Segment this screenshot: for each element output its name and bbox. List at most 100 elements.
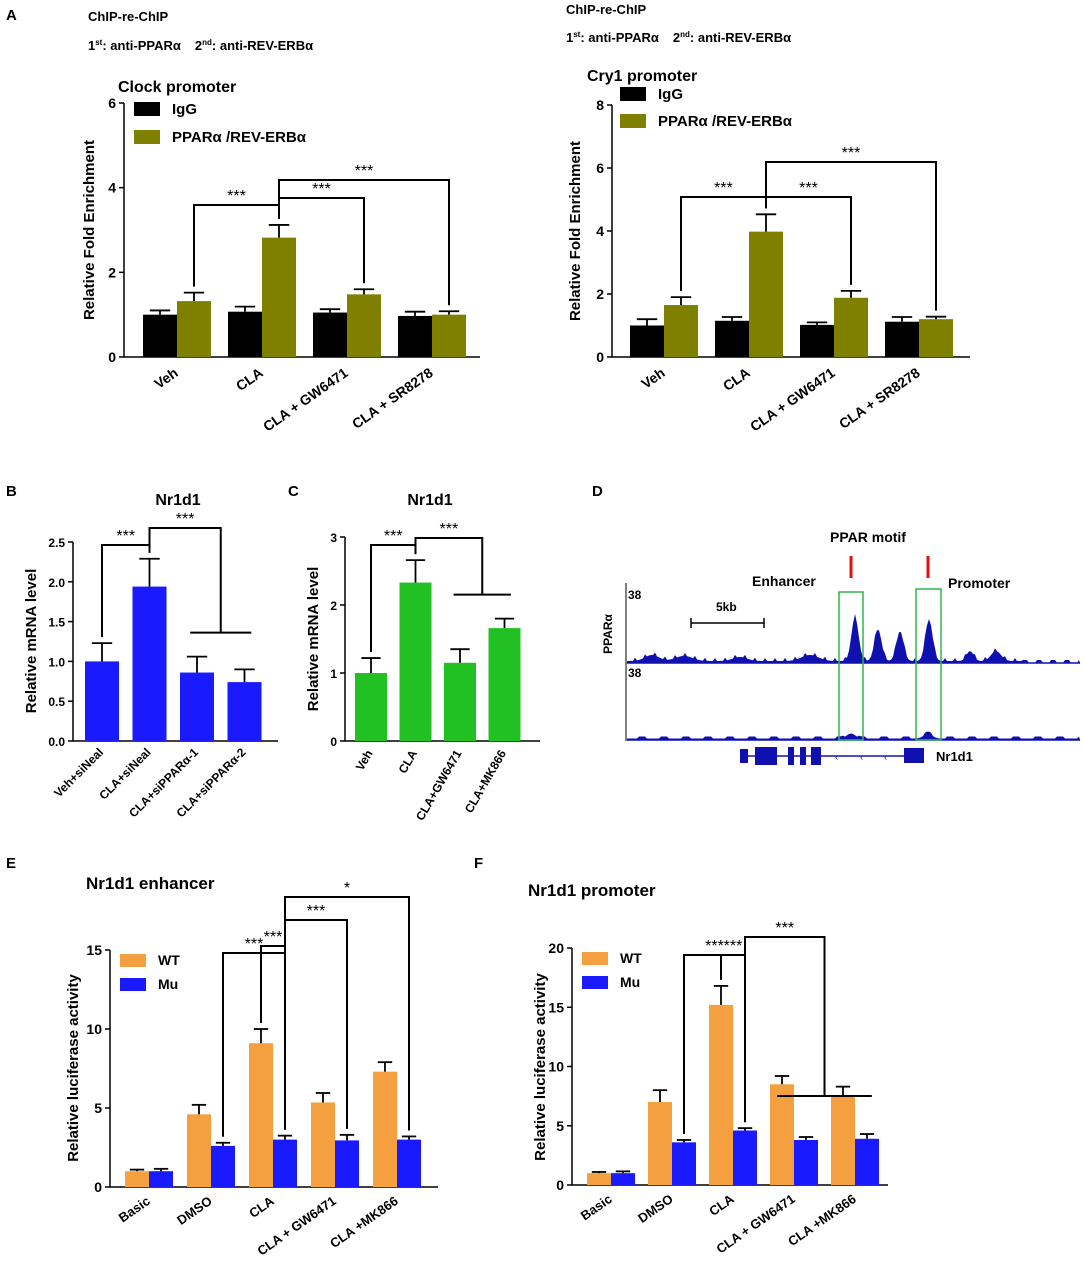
x-tick-label: CLA + GW6471 [260, 364, 351, 434]
bar-value [399, 582, 432, 741]
x-tick-label: CLA +MK866 [785, 1191, 859, 1249]
track-label: PPARα [601, 613, 615, 653]
x-tick-label: CLA [396, 747, 421, 776]
y-tick-label: 5 [556, 1118, 564, 1134]
bar-igg [143, 314, 177, 357]
x-tick-label: Veh [151, 364, 181, 391]
y-tick-label: 5 [94, 1100, 102, 1116]
gene-model: ‹ ‹ ‹ [740, 747, 924, 765]
bar-ppar-rev-erb- [262, 237, 296, 357]
y-tick-label: 0.0 [48, 735, 65, 749]
panel-letter-d: D [592, 483, 603, 500]
bar-wt [311, 1102, 335, 1187]
chart-title: Clock promoter [118, 79, 236, 96]
significance-bracket [284, 896, 410, 1131]
bar-wt [373, 1071, 397, 1187]
significance-label: *** [705, 938, 724, 955]
bar-wt [770, 1084, 794, 1185]
significance-label: *** [312, 181, 331, 198]
y-tick-label: 4 [108, 180, 116, 196]
bar-value [85, 661, 119, 741]
chip-signal-track-2 [627, 731, 1080, 740]
bar-ppar-rev-erb- [834, 297, 868, 357]
chip-signal-track-1 [627, 614, 1080, 663]
y-tick-label: 3 [330, 531, 337, 545]
bar-ppar-rev-erb- [749, 231, 783, 357]
significance-label: *** [775, 920, 794, 937]
significance-label: * [344, 880, 350, 897]
y-tick-label: 1.0 [48, 655, 65, 669]
y-axis-label: Relative Fold Enrichment [81, 140, 98, 320]
chart-title: Nr1d1 promoter [528, 881, 656, 900]
chart-b: Nr1d1 Relative mRNA level 0.0 0.5 1.0 1.5 2.0 2… [23, 492, 278, 820]
y-tick-label: 10 [548, 1059, 564, 1075]
bar-igg [228, 311, 262, 357]
bar-igg [885, 321, 919, 357]
scale-bar [690, 618, 765, 628]
bar-value [488, 628, 521, 741]
svg-text:‹: ‹ [860, 752, 863, 763]
bar-mu [794, 1139, 818, 1185]
significance-bracket [148, 527, 222, 633]
y-tick-label: 0 [330, 735, 337, 749]
panel-letter-e: E [6, 855, 16, 872]
y-tick-label: 2 [596, 286, 604, 302]
method-label-right: ChIP-re-ChIP [566, 2, 647, 17]
panel-letter-b: B [6, 483, 17, 500]
significance-label: *** [307, 903, 326, 920]
x-tick-label: Veh [638, 364, 668, 391]
bar-mu [335, 1140, 359, 1187]
legend-entry: Mu [620, 974, 640, 990]
y-tick-label: 0 [94, 1179, 102, 1195]
bar-value [227, 682, 262, 741]
y-tick-label: 0 [596, 349, 604, 365]
panel-letter-c: C [288, 483, 299, 500]
method-label-left: ChIP-re-ChIP [88, 9, 169, 24]
legend-entry: IgG [658, 86, 683, 103]
y-tick-label: 15 [548, 999, 564, 1015]
x-tick-label: CLA + SR8278 [836, 364, 923, 432]
significance-bracket [744, 936, 826, 1123]
track1-max-label: 38 [628, 588, 642, 602]
chart-title: Nr1d1 [155, 492, 200, 509]
y-axis-label: Relative mRNA level [23, 569, 40, 714]
bar-wt [125, 1171, 149, 1187]
y-tick-label: 20 [548, 940, 564, 956]
bar-ppar-rev-erb- [177, 301, 211, 357]
enhancer-label: Enhancer [752, 573, 816, 589]
bar-wt [648, 1102, 672, 1185]
legend-entry: PPARα /REV-ERBα [172, 129, 307, 146]
bar-mu [672, 1142, 696, 1185]
bar-value [132, 586, 167, 741]
legend-swatch [134, 102, 160, 116]
scale-bar-label: 5kb [716, 600, 737, 614]
y-tick-label: 2.5 [48, 536, 65, 550]
y-tick-label: 2.0 [48, 576, 65, 590]
y-tick-label: 0 [108, 349, 116, 365]
svg-text:‹: ‹ [835, 752, 838, 763]
genome-track-panel: PPAR motif Enhancer Promoter 5kb 38 38 P… [601, 529, 1080, 765]
significance-bracket [765, 161, 937, 311]
antibody-label-left: 1st: anti-PPARα 2nd: anti-REV-ERBα [88, 38, 313, 53]
legend-swatch [134, 130, 160, 144]
y-tick-label: 4 [596, 223, 604, 239]
x-tick-label: CLA [246, 1193, 277, 1221]
y-axis-label: Relative luciferase activity [532, 973, 549, 1161]
significance-label: *** [227, 188, 246, 205]
significance-label: *** [245, 936, 264, 953]
significance-label: *** [724, 938, 743, 955]
panel-letter-a: A [6, 7, 17, 24]
bar-mu [397, 1139, 421, 1187]
bar-value [180, 672, 214, 741]
bar-igg [800, 324, 834, 357]
significance-label: *** [842, 145, 861, 162]
significance-label: *** [176, 511, 195, 528]
bar-mu [149, 1171, 173, 1187]
legend-swatch [120, 978, 146, 991]
y-tick-label: 15 [86, 942, 102, 958]
bar-igg [313, 312, 347, 357]
y-axis-label: Relative luciferase activity [65, 974, 82, 1162]
significance-label: *** [384, 528, 403, 545]
ppar-motif-title: PPAR motif [830, 529, 906, 545]
